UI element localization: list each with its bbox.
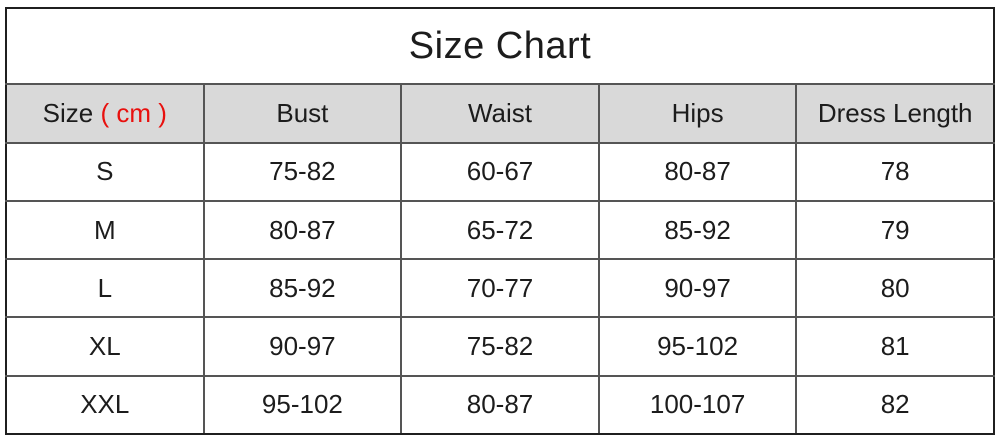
- cell-hips: 90-97: [597, 258, 798, 319]
- cell-waist: 60-67: [400, 141, 600, 202]
- cell-waist: 70-77: [400, 258, 600, 319]
- col-header-bust: Bust: [202, 83, 403, 144]
- cell-size: XL: [5, 316, 205, 377]
- page-title: Size Chart: [5, 6, 995, 86]
- cell-size: M: [5, 199, 205, 261]
- col-header-dress-length: Dress Length: [795, 83, 995, 144]
- cell-waist: 75-82: [400, 316, 600, 377]
- size-unit-label: ( cm ): [100, 97, 167, 128]
- size-chart-table: Size Chart Size ( cm ) Bust Waist Hips D…: [5, 6, 995, 436]
- cell-waist: 65-72: [400, 199, 600, 261]
- cell-hips: 100-107: [597, 374, 798, 436]
- cell-bust: 75-82: [202, 141, 403, 202]
- cell-dress-length: 78: [795, 141, 995, 202]
- cell-hips: 80-87: [597, 141, 798, 202]
- col-header-hips: Hips: [597, 83, 798, 144]
- cell-bust: 80-87: [202, 199, 403, 261]
- col-header-size: Size ( cm ): [5, 83, 205, 144]
- cell-bust: 85-92: [202, 258, 403, 319]
- header-row: Size ( cm ) Bust Waist Hips Dress Length: [5, 83, 995, 144]
- size-label: Size: [42, 97, 94, 128]
- table-row-s: S 75-82 60-67 80-87 78: [5, 141, 995, 202]
- table-row-m: M 80-87 65-72 85-92 79: [5, 199, 995, 261]
- cell-dress-length: 82: [795, 374, 995, 436]
- cell-size: XXL: [5, 374, 205, 436]
- cell-hips: 95-102: [597, 316, 798, 377]
- cell-dress-length: 81: [795, 316, 995, 377]
- cell-bust: 90-97: [202, 316, 403, 377]
- cell-dress-length: 79: [795, 199, 995, 261]
- table-row-xxl: XXL 95-102 80-87 100-107 82: [5, 374, 995, 436]
- col-header-waist: Waist: [400, 83, 600, 144]
- cell-waist: 80-87: [400, 374, 600, 436]
- cell-dress-length: 80: [795, 258, 995, 319]
- cell-bust: 95-102: [202, 374, 403, 436]
- cell-hips: 85-92: [597, 199, 798, 261]
- table-row-l: L 85-92 70-77 90-97 80: [5, 258, 995, 319]
- table-row-xl: XL 90-97 75-82 95-102 81: [5, 316, 995, 377]
- cell-size: L: [5, 258, 205, 319]
- cell-size: S: [5, 141, 205, 202]
- title-row: Size Chart: [5, 6, 995, 86]
